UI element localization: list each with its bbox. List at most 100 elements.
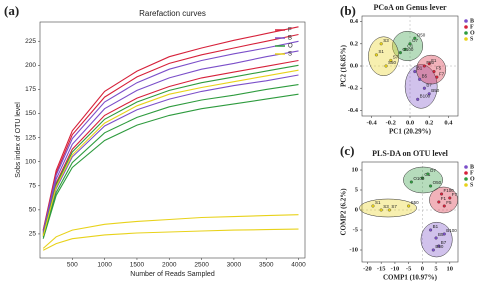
curve [42, 69, 299, 236]
point-label: F1 [441, 196, 447, 201]
legend-label: B [470, 18, 474, 24]
legend-label: B [288, 36, 292, 42]
point [409, 180, 413, 184]
chart-title: PCoA on Genus lever [373, 3, 447, 12]
y-axis-label: COMP2 (6.2%) [340, 188, 348, 236]
point [408, 42, 412, 46]
legend-label: F [470, 24, 474, 30]
legend-label: S [470, 36, 474, 42]
group-ellipse [404, 64, 438, 109]
x-tick-label: -20 [363, 265, 372, 272]
point [437, 244, 441, 248]
y-axis-label: Sobs index of OTU level [15, 102, 22, 178]
point-label: B7 [426, 82, 432, 87]
point-label: O50 [417, 32, 426, 37]
point-label: B1 [417, 66, 423, 71]
point-label: O100 [413, 176, 425, 181]
x-tick-label: 4000 [291, 262, 306, 269]
point-label: O100 [402, 47, 414, 52]
x-tick-label: 0.0 [406, 119, 414, 126]
curve [42, 50, 299, 234]
point [389, 58, 393, 62]
group-ellipse [359, 198, 417, 218]
point [403, 47, 407, 51]
x-tick-label: -5 [406, 265, 412, 272]
point-label: F50 [426, 60, 434, 65]
point [427, 92, 431, 96]
chart-title: Rarefaction curves [139, 9, 206, 18]
point-label: S1 [378, 49, 384, 54]
x-tick-label: -10 [391, 265, 400, 272]
y-tick-label: -0.4 [348, 107, 359, 114]
point-label: F5 [436, 66, 442, 71]
curve [42, 59, 299, 235]
y-tick-label: 0 [355, 206, 358, 213]
y-tick-label: 10 [352, 166, 359, 173]
point-label: S7 [391, 204, 397, 209]
point [429, 228, 433, 232]
point-label: S50 [411, 200, 420, 205]
point [431, 248, 435, 252]
y-tick-label: 50 [29, 207, 37, 214]
point [407, 204, 411, 208]
curve [42, 74, 299, 236]
point-label: S50 [388, 60, 397, 65]
point-label: B5 [438, 232, 444, 237]
point [422, 86, 426, 90]
legend-label: O [288, 44, 293, 50]
point [379, 42, 383, 46]
curve [42, 214, 299, 249]
point [434, 236, 438, 240]
point [439, 192, 444, 196]
point-label: F5 [446, 200, 452, 205]
point-label: B50 [435, 244, 444, 249]
group-ellipse [368, 36, 400, 77]
point [416, 97, 420, 101]
legend-label: S [288, 52, 292, 58]
x-tick-label: 1500 [130, 262, 145, 269]
x-tick-label: -0.4 [366, 119, 377, 126]
y-tick-label: 5 [355, 186, 359, 193]
legend-label: B [470, 164, 474, 170]
x-tick-label: 3500 [259, 262, 274, 269]
x-tick-label: 10 [447, 265, 454, 272]
x-tick-label: 0 [421, 265, 424, 272]
x-tick-label: 5 [434, 265, 438, 272]
x-axis-label: COMP1 (10.97%) [383, 274, 438, 282]
curve [42, 33, 299, 232]
legend-swatch [464, 171, 468, 175]
y-tick-label: 225 [25, 38, 36, 45]
point [418, 77, 422, 81]
y-tick-label: 175 [25, 86, 36, 93]
x-tick-label: 500 [67, 262, 78, 269]
x-tick-label: 3000 [227, 262, 242, 269]
curve [42, 228, 299, 251]
point [448, 196, 452, 200]
point [420, 176, 424, 180]
y-tick-label: 75 [29, 182, 37, 189]
point [379, 208, 383, 212]
point-label: B100 [446, 228, 457, 233]
legend-swatch [464, 31, 468, 35]
point-label: F7 [439, 71, 445, 76]
legend-swatch [464, 165, 468, 169]
point [374, 53, 378, 57]
legend-label: F [470, 170, 474, 176]
y-tick-label: 200 [25, 62, 36, 69]
point [387, 208, 391, 212]
x-tick-label: 2000 [162, 262, 177, 269]
legend-label: O [470, 176, 475, 182]
point [398, 51, 402, 55]
point [435, 75, 439, 79]
group-ellipse [416, 54, 447, 85]
panel-label: (b) [340, 3, 356, 18]
group-ellipse [403, 166, 443, 194]
y-tick-label: 150 [25, 110, 36, 117]
y-tick-label: -0.2 [348, 85, 358, 92]
point [442, 204, 446, 208]
x-tick-label: 0.2 [425, 119, 433, 126]
point [371, 204, 375, 208]
x-tick-label: -15 [377, 265, 386, 272]
legend-label: O [470, 30, 475, 36]
point [432, 70, 436, 74]
